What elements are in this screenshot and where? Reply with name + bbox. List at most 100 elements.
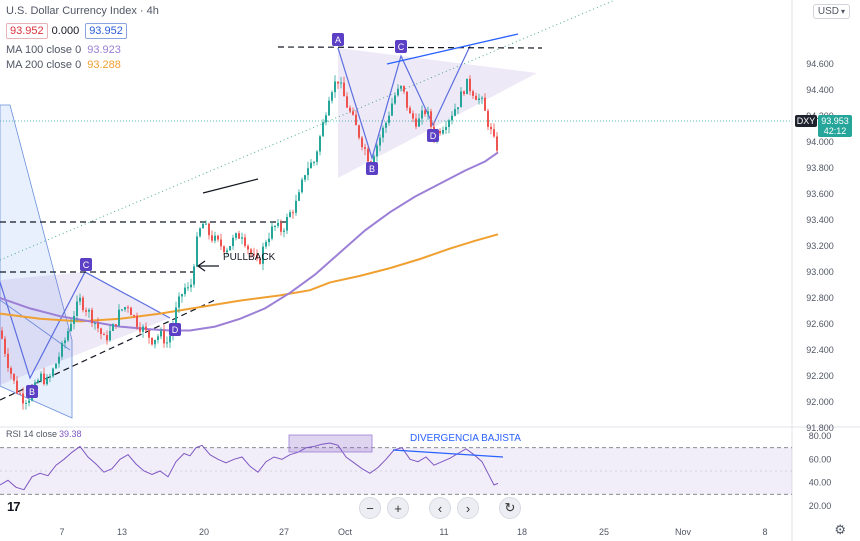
candle-body <box>157 336 159 340</box>
price-tick-label: 93.400 <box>806 215 834 225</box>
ma200-legend[interactable]: MA 200 close 0 93.288 <box>6 59 121 71</box>
buy-price-box[interactable]: 93.952 <box>85 23 127 39</box>
candle-body <box>244 237 246 246</box>
candle-body <box>445 127 447 130</box>
top-blue-trendline <box>386 33 519 65</box>
sell-price-box[interactable]: 93.952 <box>6 23 48 39</box>
candle-body <box>40 373 42 381</box>
candle-body <box>175 307 177 325</box>
candle-body <box>91 309 93 324</box>
candle-body <box>118 309 120 326</box>
candle-body <box>439 131 441 134</box>
rsi-label: RSI 14 close <box>6 429 57 439</box>
reset-icon[interactable]: ↻ <box>499 497 521 519</box>
candle-body <box>493 129 495 137</box>
candle-body <box>472 91 474 96</box>
candle-body <box>487 110 489 127</box>
date-tick-label: 8 <box>762 527 767 537</box>
candle-body <box>268 238 270 243</box>
price-tick-label: 94.000 <box>806 137 834 147</box>
candle-body <box>250 249 252 255</box>
gear-icon[interactable]: ⚙ <box>834 522 846 537</box>
price-tick-label: 93.000 <box>806 267 834 277</box>
last-price-tag: 93.953 <box>821 116 849 126</box>
price-tick-label: 92.000 <box>806 397 834 407</box>
candle-body <box>151 337 153 345</box>
candle-body <box>16 380 18 394</box>
candle-body <box>145 326 147 331</box>
price-tick-label: 93.200 <box>806 241 834 251</box>
pattern-label: C <box>398 42 405 52</box>
candle-body <box>490 126 492 130</box>
candle-body <box>190 284 192 288</box>
pattern-label: A <box>335 35 341 45</box>
symbol-tag-bg <box>795 115 817 127</box>
pullback-trendline <box>202 178 259 194</box>
candle-body <box>163 330 165 344</box>
candle-body <box>496 136 498 151</box>
candle-body <box>484 97 486 111</box>
abcd-pattern-line-left <box>0 271 171 380</box>
candle-body <box>424 110 426 115</box>
candle-body <box>451 115 453 121</box>
divergence-label: DIVERGENCIA BAJISTA <box>410 433 521 444</box>
candle-body <box>367 148 369 162</box>
candle-body <box>43 373 45 385</box>
candle-body <box>466 78 468 94</box>
candle-body <box>478 98 480 100</box>
pattern-label-badge <box>26 385 38 398</box>
candle-body <box>481 97 483 99</box>
candle-body <box>7 353 9 368</box>
candle-body <box>133 315 135 317</box>
rsi-tick-label: 80.00 <box>809 431 832 441</box>
candle-body <box>313 161 315 163</box>
rsi-value: 39.38 <box>59 429 82 439</box>
pattern-label-badge <box>427 129 439 142</box>
candle-body <box>469 78 471 92</box>
candle-body <box>205 223 207 225</box>
candle-body <box>82 297 84 311</box>
plus-icon[interactable]: + <box>387 497 409 519</box>
candle-body <box>265 242 267 247</box>
currency-label: USD <box>817 6 839 17</box>
candle-body <box>121 309 123 311</box>
candle-body <box>166 342 168 344</box>
candle-body <box>403 85 405 92</box>
candle-body <box>430 111 432 127</box>
candle-body <box>112 324 114 331</box>
candle-body <box>28 400 30 403</box>
candle-body <box>10 367 12 374</box>
candle-body <box>421 110 423 119</box>
pattern-label-badge <box>395 40 407 53</box>
rsi-line <box>0 442 499 491</box>
chevron-left-icon[interactable]: ‹ <box>429 497 451 519</box>
candle-body <box>325 115 327 123</box>
rsi-tick-label: 60.00 <box>809 454 832 464</box>
candle-body <box>160 330 162 337</box>
price-tick-label: 92.200 <box>806 371 834 381</box>
candle-body <box>13 373 15 381</box>
minus-icon[interactable]: − <box>359 497 381 519</box>
candle-body <box>295 200 297 213</box>
candle-body <box>229 246 231 251</box>
candle-body <box>328 100 330 116</box>
chart-title: U.S. Dollar Currency Index · 4h <box>6 5 159 17</box>
chevron-down-icon: ▾ <box>840 7 845 16</box>
candle-body <box>196 236 198 267</box>
ma100-value: 93.923 <box>87 44 121 56</box>
candle-body <box>148 330 150 338</box>
triangle-pattern-1 <box>0 272 170 385</box>
candle-body <box>442 129 444 134</box>
currency-selector[interactable]: USD ▾ <box>812 4 850 19</box>
chevron-right-icon[interactable]: › <box>457 497 479 519</box>
candle-body <box>139 327 141 332</box>
date-tick-label: 25 <box>599 527 609 537</box>
candle-body <box>142 326 144 332</box>
chart-toolbar: − + ‹ › ↻ <box>359 497 521 519</box>
price-tick-label: 94.600 <box>806 59 834 69</box>
candle-body <box>349 107 351 112</box>
ma100-legend[interactable]: MA 100 close 0 93.923 <box>6 44 121 56</box>
candle-body <box>136 315 138 328</box>
tradingview-logo[interactable]: 17 <box>7 499 21 514</box>
